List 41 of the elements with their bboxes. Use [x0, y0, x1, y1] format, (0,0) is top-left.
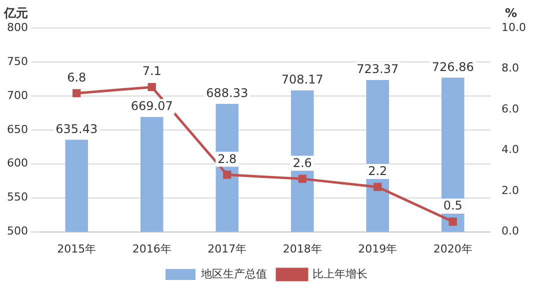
y-tick-label: 500: [6, 224, 28, 238]
x-tick-label: 2019年: [358, 242, 398, 256]
data-label: 2.2: [368, 164, 388, 178]
data-label: 2.6: [292, 156, 312, 170]
y-tick-label: 750: [6, 54, 28, 68]
point: [448, 218, 457, 226]
legend-label: 比上年增长: [312, 267, 368, 280]
point: [148, 83, 156, 92]
point: [298, 174, 306, 183]
data-label: 0.5: [443, 198, 462, 213]
legend-label: 地区生产总值: [200, 267, 267, 280]
x-tick-label: 2016年: [132, 242, 172, 256]
data-label: 688.33: [206, 86, 248, 100]
y-tick-label: 650: [6, 122, 28, 136]
data-label: 708.17: [281, 72, 324, 87]
y2-tick-label: 4.0: [502, 143, 520, 156]
data-label: 669.07: [130, 99, 173, 114]
data-label: 7.1: [142, 64, 162, 78]
data-label: 6.8: [67, 70, 86, 84]
y-tick-label: 600: [6, 156, 28, 170]
point: [223, 170, 232, 179]
y-axis-title: 亿元: [3, 6, 28, 20]
x-tick-label: 2018年: [282, 242, 322, 256]
y2-tick-label: 0.0: [502, 224, 520, 238]
data-label: 723.37: [356, 62, 399, 76]
y2-tick-label: 10.0: [502, 20, 526, 34]
y-tick-label: 800: [6, 20, 28, 34]
y2-tick-label: 2.0: [502, 184, 520, 197]
data-label: 2.8: [218, 152, 237, 166]
y2-tick-label: 6.0: [502, 102, 520, 116]
point: [374, 182, 382, 192]
data-label: 635.43: [56, 122, 98, 136]
x-tick-label: 2017年: [208, 242, 247, 256]
y-tick-label: 550: [6, 190, 28, 204]
y-tick-label: 700: [6, 88, 28, 102]
point: [72, 89, 81, 98]
data-label: 726.86: [432, 60, 474, 74]
y2-axis-title: %: [504, 6, 517, 20]
x-tick-label: 2020年: [433, 242, 472, 256]
x-tick-label: 2015年: [57, 242, 96, 256]
y2-tick-label: 8.0: [502, 62, 520, 75]
